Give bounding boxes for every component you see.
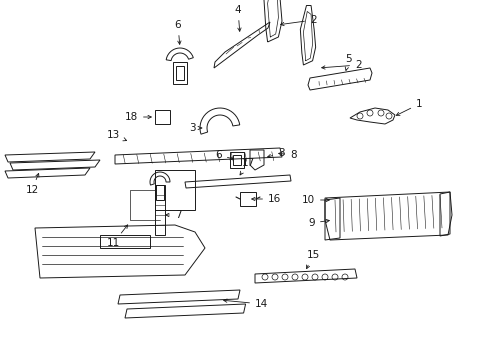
- Text: 7: 7: [165, 210, 181, 220]
- Text: 16: 16: [251, 194, 281, 204]
- Text: 14: 14: [223, 299, 268, 309]
- Text: 4: 4: [234, 5, 241, 31]
- Text: 11: 11: [106, 225, 127, 248]
- Text: 13: 13: [106, 130, 126, 141]
- Text: 5: 5: [345, 54, 351, 71]
- Text: 9: 9: [308, 218, 328, 228]
- Text: 12: 12: [25, 174, 39, 195]
- Text: 6: 6: [215, 150, 233, 160]
- Text: 17: 17: [240, 158, 254, 175]
- Text: 15: 15: [306, 250, 319, 269]
- Text: 2: 2: [280, 15, 316, 26]
- Text: 2: 2: [321, 60, 361, 70]
- Text: 3: 3: [267, 148, 284, 158]
- Text: 8: 8: [278, 150, 296, 160]
- Text: 18: 18: [124, 112, 151, 122]
- Text: 10: 10: [301, 195, 328, 205]
- Text: 1: 1: [395, 99, 422, 115]
- Text: 6: 6: [174, 20, 181, 44]
- Text: 3: 3: [189, 123, 201, 133]
